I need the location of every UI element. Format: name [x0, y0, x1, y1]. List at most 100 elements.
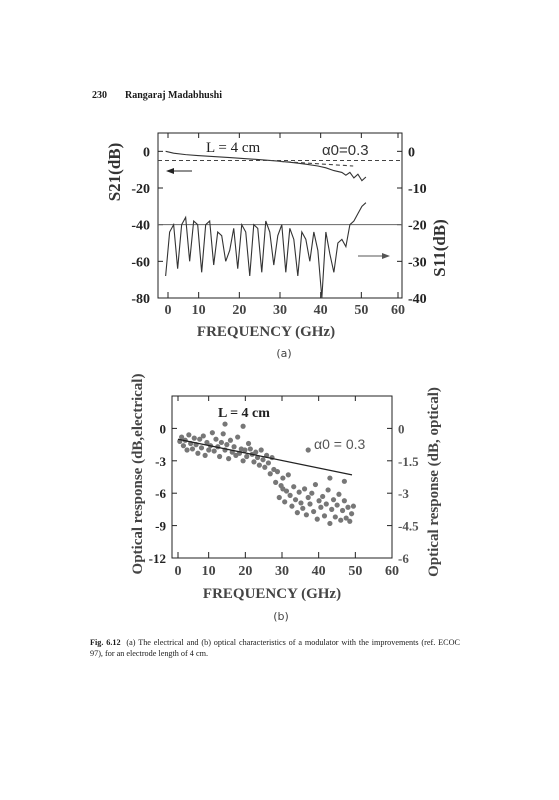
figure-a-x-tick-label: 60	[391, 303, 405, 318]
figure-b-data-point	[273, 479, 279, 485]
figure-a-s11-curve	[165, 202, 367, 299]
figure-b-data-point	[260, 457, 266, 463]
figure-b-x-tick-label: 30	[275, 564, 289, 579]
figure-b-data-point	[256, 462, 262, 468]
figure-b-data-point	[200, 433, 206, 439]
figure-a-x-tick-label: 40	[314, 303, 328, 318]
figure-b-right-tick-label: -1.5	[398, 454, 419, 469]
figure-b-data-point	[330, 497, 337, 503]
figure-a-annotation-length: L = 4 cm	[206, 140, 260, 156]
figure-b-data-point	[218, 439, 224, 446]
figure-b-data-point	[318, 504, 324, 510]
figure-b-data-point	[240, 423, 246, 429]
figure-caption: Fig. 6.12 (a) The electrical and (b) opt…	[90, 637, 460, 659]
figure-a-x-tick-label: 50	[354, 303, 368, 318]
figure-b-data-point	[298, 500, 304, 506]
figure-b-data-point	[276, 494, 282, 501]
figure-a-left-tick-labels: 0 -20 -40 -60 -80	[131, 145, 150, 307]
figure-b-data-point	[336, 491, 342, 497]
figure-b-data-point	[329, 506, 335, 512]
page-number: 230	[92, 90, 107, 101]
figure-a-x-tick-labels: 0 10 20 30 40 50 60	[165, 303, 406, 318]
figure-b-data-point	[227, 437, 234, 443]
figure-b-data-point	[231, 444, 237, 450]
figure-b-data-point	[287, 492, 293, 498]
figure-b-data-point	[224, 442, 230, 448]
figure-a-s21-curve	[165, 150, 367, 182]
figure-b-x-tick-label: 60	[385, 564, 399, 579]
figure-a-xlabel: FREQUENCY (GHz)	[197, 324, 335, 340]
figure-b-data-point	[197, 436, 203, 442]
figure-a-right-ylabel: S11(dB)	[430, 219, 449, 277]
figure-b-left-tick-label: 0	[160, 421, 167, 436]
figure-a-right-tick-label: -20	[408, 219, 427, 234]
figure-b-data-point	[191, 435, 197, 441]
figure-b-x-tick-label: 50	[348, 564, 362, 579]
figure-b-data-point	[209, 430, 215, 436]
figure-a-x-tick-label: 30	[273, 303, 287, 318]
figure-b-xlabel: FREQUENCY (GHz)	[203, 586, 341, 602]
figure-a-s21-fit-dashed	[279, 160, 354, 167]
figure-b-data-point	[206, 447, 212, 453]
figure-a: 0 -20 -40 -60 -80 0 -10 -20 -30 -40 0 10 20 30 40 50 6…	[105, 132, 449, 360]
figure-b-x-tick-label: 40	[312, 564, 326, 579]
figure-a-right-arrow	[358, 253, 390, 259]
figure-b-left-tick-labels: 0 -3 -6 -9 -12	[149, 421, 167, 566]
figure-a-left-tick-label: -20	[131, 182, 150, 197]
figure-b-data-point	[309, 490, 315, 496]
figure-b-data-point	[339, 507, 346, 514]
figure-b-data-point	[253, 449, 259, 455]
figure-b-data-point	[216, 453, 223, 460]
running-head-author: Rangaraj Madabhushi	[125, 90, 222, 101]
figure-b-data-point	[274, 469, 281, 475]
figure-b-data-point	[305, 447, 311, 453]
figure-a-x-tick-label: 0	[165, 303, 172, 318]
figure-b-right-tick-label: -4.5	[398, 519, 419, 534]
figure-b-data-point	[280, 475, 286, 481]
figure-b-data-point	[240, 458, 246, 464]
figure-b-data-point	[235, 434, 241, 440]
figure-a-left-tick-label: -40	[131, 219, 150, 234]
figure-b-data-point	[341, 498, 347, 504]
figure-b-data-point	[213, 436, 219, 442]
figure-a-x-tick-label: 20	[232, 303, 246, 318]
figure-b-data-point	[258, 447, 264, 453]
caption-label: Fig. 6.12	[90, 638, 121, 647]
caption-text: (a) The electrical and (b) optical chara…	[90, 638, 461, 658]
figure-b-data-point	[244, 453, 250, 460]
figure-a-right-tick-label: -40	[408, 292, 427, 307]
figure-b-panel-label: (b)	[273, 610, 289, 623]
figure-a-right-tick-labels: 0 -10 -20 -30 -40	[408, 145, 427, 307]
figure-b-data-point	[198, 445, 205, 451]
figure-b-right-tick-label: -6	[398, 551, 409, 566]
figure-b-data-point	[341, 478, 347, 484]
figure-b-data-point	[226, 456, 232, 462]
figure-b-data-point	[332, 514, 338, 520]
figure-b-data-point	[262, 464, 268, 470]
figure-b-data-point	[265, 460, 272, 466]
figure-b-data-point	[245, 440, 252, 447]
figure-b-data-point	[251, 459, 257, 465]
figure-b-data-point	[305, 494, 311, 501]
figure-a-right-tick-label: -30	[408, 255, 427, 270]
figure-b-data-point	[312, 481, 319, 488]
figure-b-data-point	[347, 518, 353, 524]
figure-b-right-tick-label: 0	[398, 421, 405, 436]
figure-a-panel-label: (a)	[276, 347, 291, 360]
figure-b-left-tick-label: -9	[155, 519, 166, 534]
figure-b-data-point	[343, 515, 349, 521]
figure-b-data-point	[325, 487, 331, 493]
figure-a-left-arrow	[166, 168, 192, 174]
figure-b-data-points	[177, 421, 357, 527]
figure-a-left-ylabel-text: S21(dB)	[105, 143, 124, 202]
figure-a-left-tick-label: -80	[131, 292, 150, 307]
figure-b-data-point	[247, 446, 253, 452]
figure-b-annotation-alpha: α0 = 0.3	[314, 436, 366, 452]
figure-b-data-point	[338, 517, 344, 523]
figure-a-right-tick-label: 0	[408, 145, 415, 160]
figure-b-data-point	[220, 431, 226, 437]
figure-b-data-point	[345, 504, 351, 510]
figure-b-x-tick-label: 10	[202, 564, 216, 579]
figure-b-data-point	[267, 471, 273, 477]
figure-b-data-point	[285, 472, 291, 478]
